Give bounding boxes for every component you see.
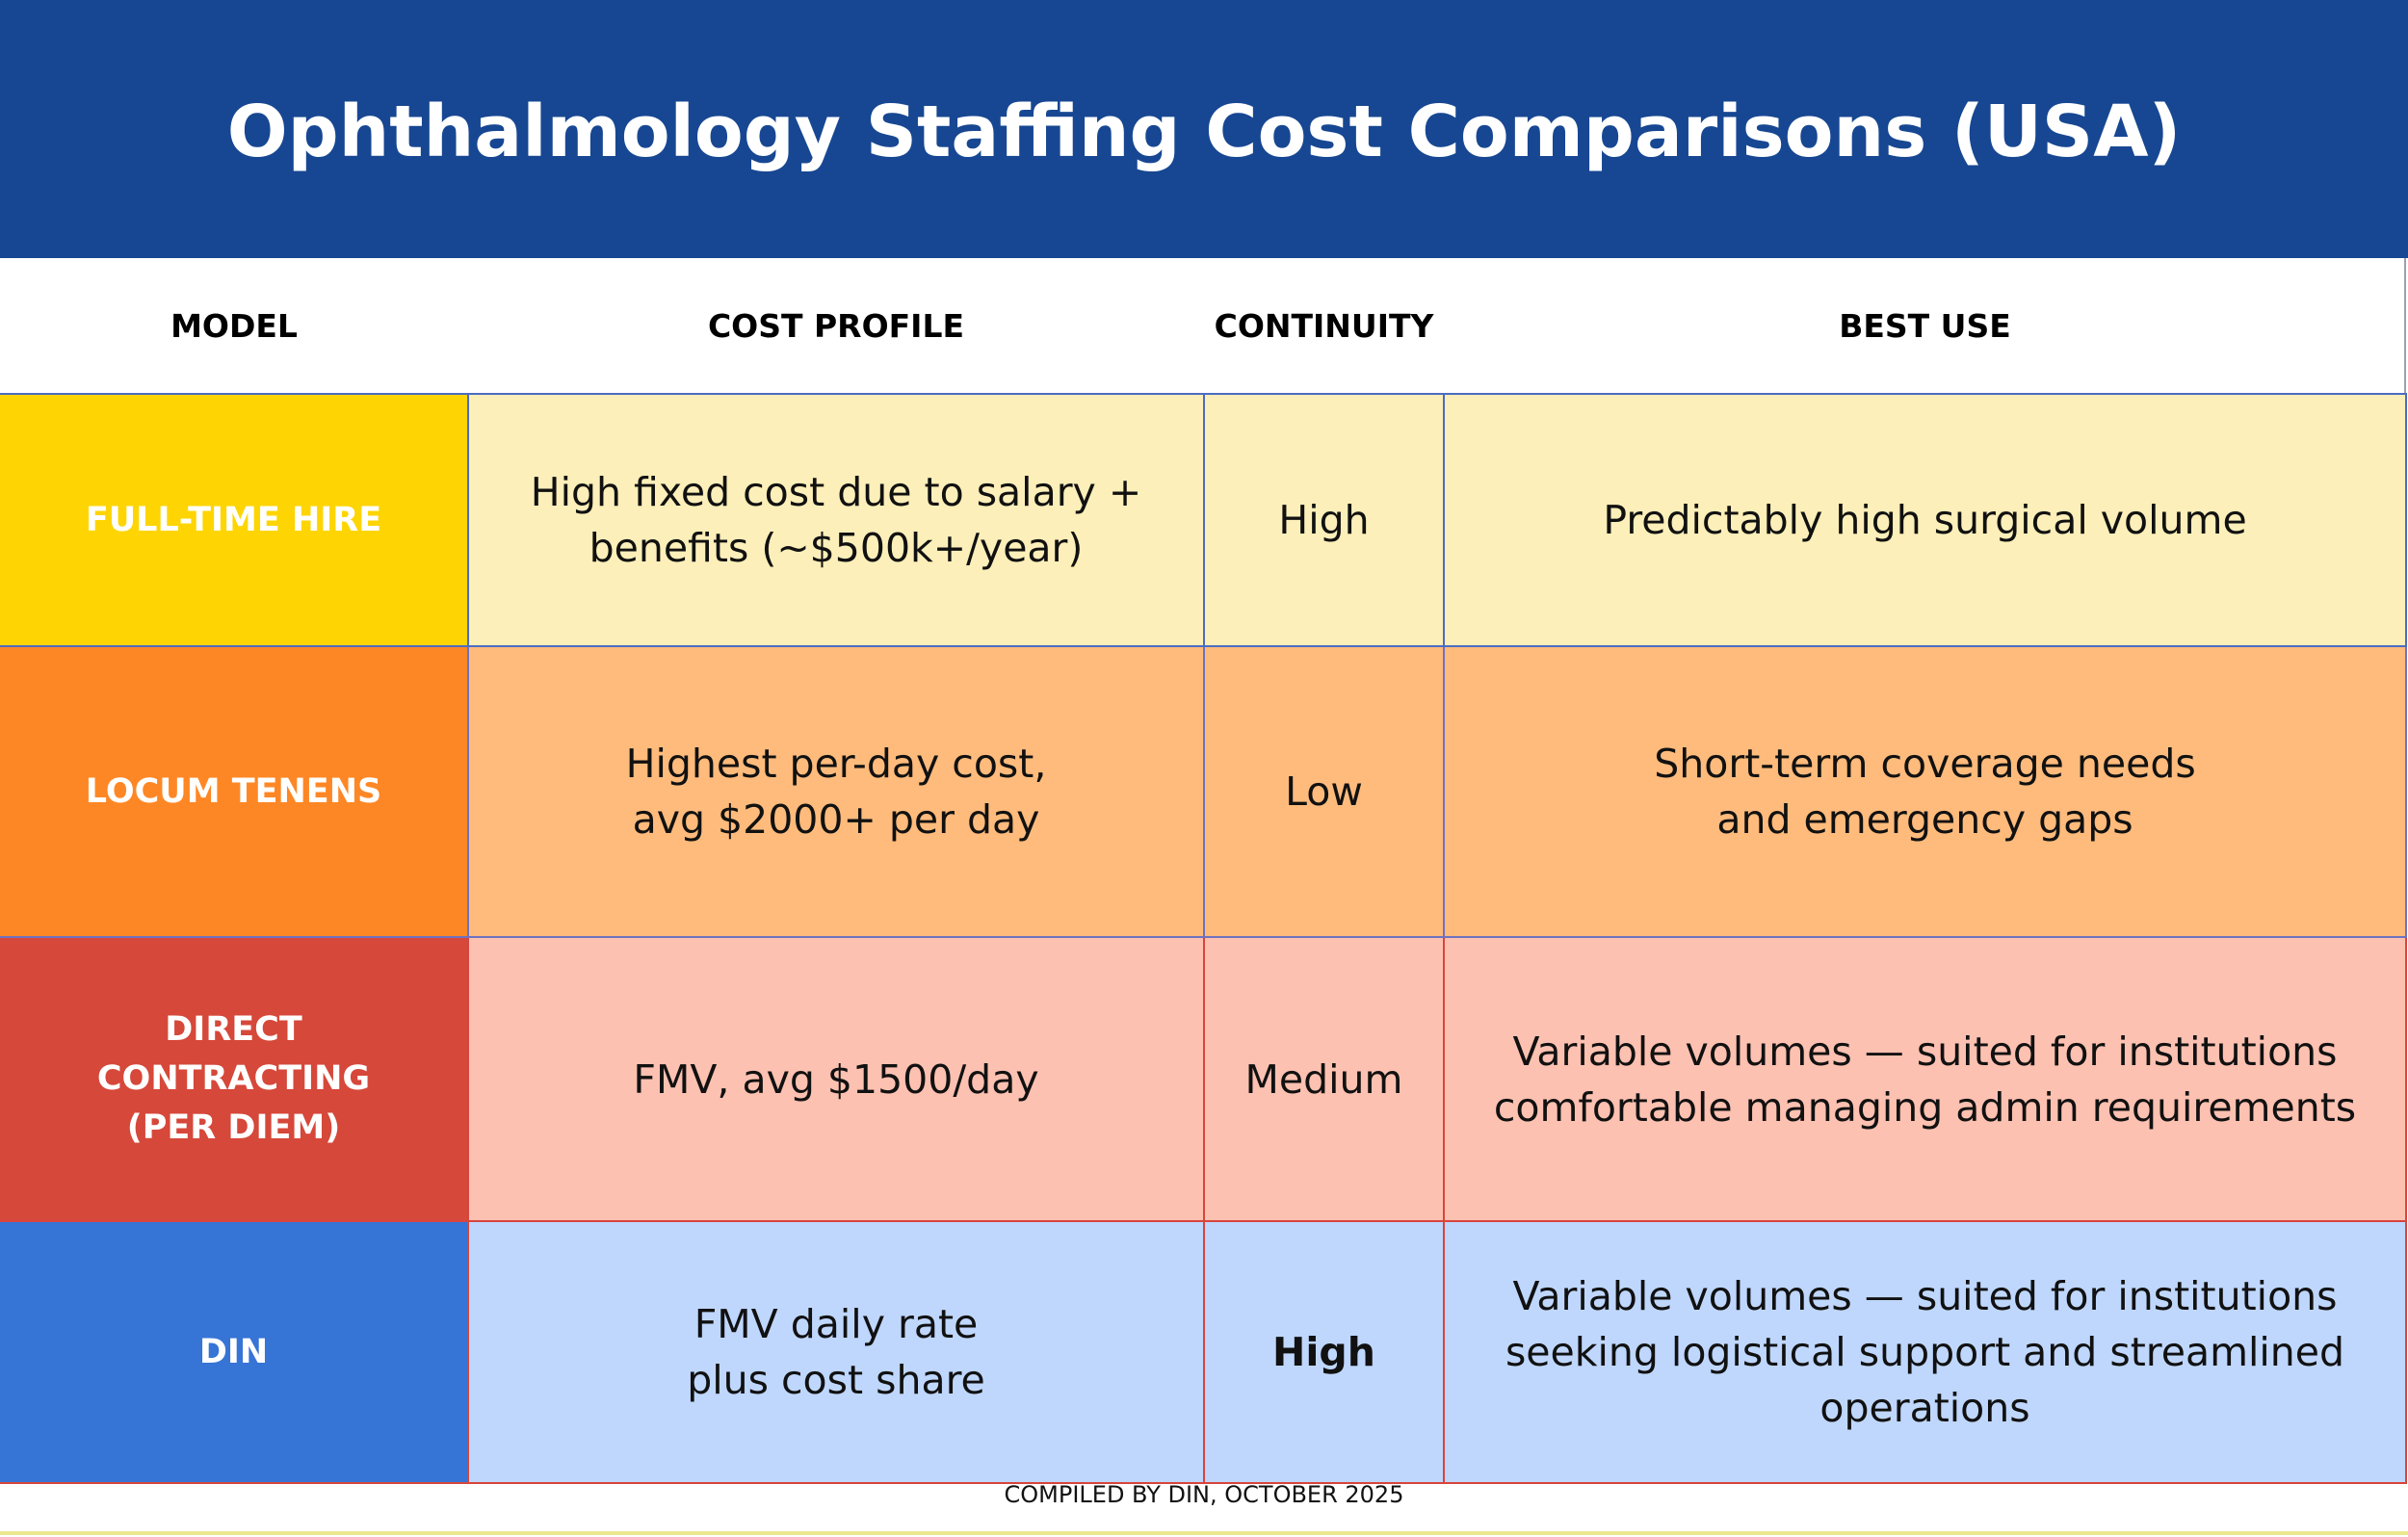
continuity-cell: High <box>1203 393 1445 647</box>
cost-profile-line: FMV, avg $1500/day <box>633 1055 1039 1103</box>
cost-profile-cell: FMV, avg $1500/day <box>467 936 1205 1222</box>
model-cell: DIN <box>0 1220 469 1484</box>
best-use-line: Short-term coverage needs <box>1654 741 2196 787</box>
best-use-line: Predictably high surgical volume <box>1603 497 2247 543</box>
cost-profile-line: High fixed cost due to salary + <box>530 469 1142 515</box>
bottom-divider <box>0 1531 2408 1535</box>
model-cell: FULL-TIME HIRE <box>0 393 469 647</box>
best-use-line: and emergency gaps <box>1716 796 2133 843</box>
best-use-line: comfortable managing admin requirements <box>1493 1083 2357 1131</box>
continuity-cell: Low <box>1203 645 1445 938</box>
table-row-full-time-hire: FULL-TIME HIRE High fixed cost due to sa… <box>0 393 2407 647</box>
best-use-line: Variable volumes — suited for institutio… <box>1512 1028 2338 1075</box>
continuity-cell: Medium <box>1203 936 1445 1222</box>
model-cell: LOCUM TENENS <box>0 645 469 938</box>
continuity-cell: High <box>1203 1220 1445 1484</box>
cost-profile-line: Highest per-day cost, <box>625 741 1047 787</box>
column-header-continuity: CONTINUITY <box>1204 258 1444 394</box>
best-use-line: operations <box>1819 1385 2030 1431</box>
title-banner: Ophthalmology Staffing Cost Comparisons … <box>0 0 2408 258</box>
table-row-direct-contracting: DIRECT CONTRACTING (PER DIEM) FMV, avg $… <box>0 936 2407 1222</box>
cost-profile-line: FMV daily rate <box>694 1301 979 1347</box>
model-label: FULL-TIME HIRE <box>85 500 382 539</box>
cost-profile-line: plus cost share <box>687 1357 985 1403</box>
column-header-model: MODEL <box>0 258 468 394</box>
column-header-best-use: BEST USE <box>1444 258 2406 394</box>
cost-profile-line: avg $2000+ per day <box>632 796 1040 843</box>
footer-credit: COMPILED BY DIN, OCTOBER 2025 <box>1004 1481 1404 1508</box>
cost-profile-cell: High fixed cost due to salary + benefits… <box>467 393 1205 647</box>
table-row-locum-tenens: LOCUM TENENS Highest per-day cost, avg $… <box>0 645 2407 938</box>
page-title: Ophthalmology Staffing Cost Comparisons … <box>226 91 2182 173</box>
best-use-cell: Variable volumes — suited for institutio… <box>1443 936 2407 1222</box>
table-row-din: DIN FMV daily rate plus cost share High … <box>0 1220 2407 1484</box>
cost-profile-line: benefits (~$500k+/year) <box>589 525 1084 571</box>
model-label: DIN <box>198 1332 269 1371</box>
model-label: DIRECT <box>165 1010 302 1049</box>
cost-profile-cell: FMV daily rate plus cost share <box>467 1220 1205 1484</box>
best-use-cell: Short-term coverage needs and emergency … <box>1443 645 2407 938</box>
best-use-cell: Predictably high surgical volume <box>1443 393 2407 647</box>
model-label: LOCUM TENENS <box>85 771 382 811</box>
best-use-line: Variable volumes — suited for institutio… <box>1512 1273 2338 1319</box>
table-header-row: MODEL COST PROFILE CONTINUITY BEST USE <box>0 258 2406 394</box>
column-header-cost-profile: COST PROFILE <box>468 258 1204 394</box>
header-right-divider <box>2404 258 2406 393</box>
comparison-table: MODEL COST PROFILE CONTINUITY BEST USE F… <box>0 258 2407 1484</box>
model-label: (PER DIEM) <box>126 1108 341 1147</box>
model-label: CONTRACTING <box>96 1059 371 1098</box>
best-use-line: seeking logistical support and streamlin… <box>1505 1329 2345 1375</box>
cost-profile-cell: Highest per-day cost, avg $2000+ per day <box>467 645 1205 938</box>
best-use-cell: Variable volumes — suited for institutio… <box>1443 1220 2407 1484</box>
model-cell: DIRECT CONTRACTING (PER DIEM) <box>0 936 469 1222</box>
